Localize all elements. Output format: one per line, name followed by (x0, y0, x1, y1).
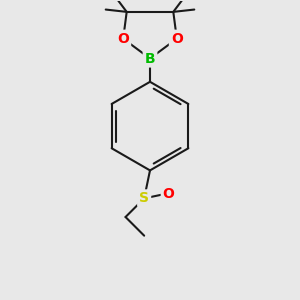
Text: O: O (171, 32, 183, 46)
Text: B: B (145, 52, 155, 65)
Text: O: O (163, 187, 175, 201)
Text: O: O (117, 32, 129, 46)
Text: S: S (139, 191, 149, 206)
